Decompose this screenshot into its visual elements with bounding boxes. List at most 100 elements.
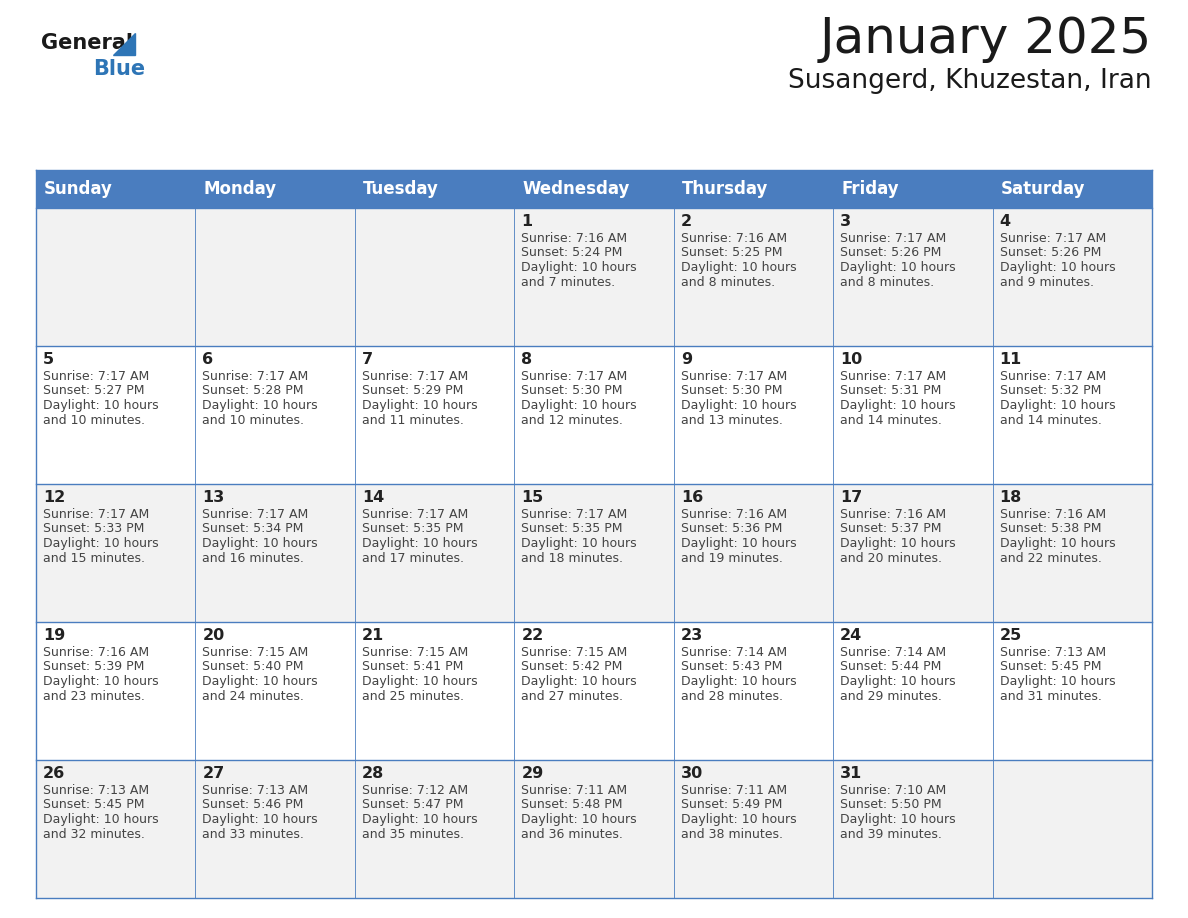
- Text: and 8 minutes.: and 8 minutes.: [681, 275, 775, 288]
- Text: Sunrise: 7:16 AM: Sunrise: 7:16 AM: [681, 508, 786, 521]
- Text: Sunset: 5:39 PM: Sunset: 5:39 PM: [43, 660, 145, 674]
- Text: and 10 minutes.: and 10 minutes.: [43, 413, 145, 427]
- Text: Sunrise: 7:13 AM: Sunrise: 7:13 AM: [999, 646, 1106, 659]
- Text: 1: 1: [522, 214, 532, 229]
- Text: Daylight: 10 hours: Daylight: 10 hours: [43, 537, 159, 550]
- Text: Sunrise: 7:17 AM: Sunrise: 7:17 AM: [202, 508, 309, 521]
- Text: Sunset: 5:30 PM: Sunset: 5:30 PM: [681, 385, 782, 397]
- Text: Daylight: 10 hours: Daylight: 10 hours: [840, 813, 956, 826]
- Text: Daylight: 10 hours: Daylight: 10 hours: [681, 813, 796, 826]
- Text: Sunrise: 7:17 AM: Sunrise: 7:17 AM: [999, 370, 1106, 383]
- Text: and 29 minutes.: and 29 minutes.: [840, 689, 942, 702]
- Text: Daylight: 10 hours: Daylight: 10 hours: [362, 537, 478, 550]
- Text: and 28 minutes.: and 28 minutes.: [681, 689, 783, 702]
- Text: and 39 minutes.: and 39 minutes.: [840, 827, 942, 841]
- Text: Sunrise: 7:11 AM: Sunrise: 7:11 AM: [681, 784, 786, 797]
- Text: 6: 6: [202, 352, 214, 367]
- Text: Daylight: 10 hours: Daylight: 10 hours: [681, 399, 796, 412]
- Text: January 2025: January 2025: [820, 15, 1152, 63]
- Text: Sunrise: 7:11 AM: Sunrise: 7:11 AM: [522, 784, 627, 797]
- Text: Daylight: 10 hours: Daylight: 10 hours: [202, 675, 318, 688]
- Text: Daylight: 10 hours: Daylight: 10 hours: [362, 675, 478, 688]
- Text: Monday: Monday: [203, 180, 277, 198]
- Text: and 25 minutes.: and 25 minutes.: [362, 689, 463, 702]
- Text: and 9 minutes.: and 9 minutes.: [999, 275, 1094, 288]
- Bar: [674, 170, 833, 208]
- Text: 10: 10: [840, 352, 862, 367]
- Text: 25: 25: [999, 628, 1022, 643]
- Text: 3: 3: [840, 214, 852, 229]
- Bar: [36, 170, 196, 208]
- Bar: [196, 170, 355, 208]
- Text: Sunrise: 7:17 AM: Sunrise: 7:17 AM: [522, 370, 627, 383]
- Text: Sunset: 5:48 PM: Sunset: 5:48 PM: [522, 799, 623, 812]
- Text: 5: 5: [43, 352, 55, 367]
- Text: Daylight: 10 hours: Daylight: 10 hours: [202, 537, 318, 550]
- Text: Sunrise: 7:17 AM: Sunrise: 7:17 AM: [362, 370, 468, 383]
- Text: and 18 minutes.: and 18 minutes.: [522, 552, 624, 565]
- Text: Sunrise: 7:17 AM: Sunrise: 7:17 AM: [681, 370, 786, 383]
- Bar: [36, 760, 1152, 898]
- Bar: [992, 170, 1152, 208]
- Bar: [36, 484, 1152, 622]
- Text: Sunrise: 7:15 AM: Sunrise: 7:15 AM: [522, 646, 627, 659]
- Text: Sunrise: 7:17 AM: Sunrise: 7:17 AM: [522, 508, 627, 521]
- Text: and 7 minutes.: and 7 minutes.: [522, 275, 615, 288]
- Text: Daylight: 10 hours: Daylight: 10 hours: [999, 675, 1116, 688]
- Text: Sunrise: 7:17 AM: Sunrise: 7:17 AM: [202, 370, 309, 383]
- Bar: [36, 346, 1152, 484]
- Text: 17: 17: [840, 490, 862, 505]
- Text: and 14 minutes.: and 14 minutes.: [840, 413, 942, 427]
- Text: Sunset: 5:42 PM: Sunset: 5:42 PM: [522, 660, 623, 674]
- Text: Daylight: 10 hours: Daylight: 10 hours: [522, 675, 637, 688]
- Text: 7: 7: [362, 352, 373, 367]
- Text: Sunrise: 7:17 AM: Sunrise: 7:17 AM: [43, 370, 150, 383]
- Text: and 10 minutes.: and 10 minutes.: [202, 413, 304, 427]
- Text: 13: 13: [202, 490, 225, 505]
- Text: Daylight: 10 hours: Daylight: 10 hours: [999, 537, 1116, 550]
- Text: Daylight: 10 hours: Daylight: 10 hours: [522, 813, 637, 826]
- Text: Daylight: 10 hours: Daylight: 10 hours: [43, 675, 159, 688]
- Text: Daylight: 10 hours: Daylight: 10 hours: [840, 675, 956, 688]
- Text: and 11 minutes.: and 11 minutes.: [362, 413, 463, 427]
- Text: Daylight: 10 hours: Daylight: 10 hours: [522, 537, 637, 550]
- Text: and 20 minutes.: and 20 minutes.: [840, 552, 942, 565]
- Text: Sunset: 5:36 PM: Sunset: 5:36 PM: [681, 522, 782, 535]
- Text: Sunset: 5:50 PM: Sunset: 5:50 PM: [840, 799, 942, 812]
- Text: Sunset: 5:37 PM: Sunset: 5:37 PM: [840, 522, 942, 535]
- Text: Wednesday: Wednesday: [523, 180, 630, 198]
- Text: Sunrise: 7:17 AM: Sunrise: 7:17 AM: [362, 508, 468, 521]
- Text: Sunrise: 7:14 AM: Sunrise: 7:14 AM: [840, 646, 947, 659]
- Text: Sunset: 5:29 PM: Sunset: 5:29 PM: [362, 385, 463, 397]
- Text: Daylight: 10 hours: Daylight: 10 hours: [43, 813, 159, 826]
- Text: and 36 minutes.: and 36 minutes.: [522, 827, 624, 841]
- Text: 18: 18: [999, 490, 1022, 505]
- Text: and 16 minutes.: and 16 minutes.: [202, 552, 304, 565]
- Text: Sunset: 5:47 PM: Sunset: 5:47 PM: [362, 799, 463, 812]
- Bar: [514, 170, 674, 208]
- Text: Sunset: 5:45 PM: Sunset: 5:45 PM: [43, 799, 145, 812]
- Text: and 8 minutes.: and 8 minutes.: [840, 275, 934, 288]
- Text: Daylight: 10 hours: Daylight: 10 hours: [840, 261, 956, 274]
- Text: Sunrise: 7:14 AM: Sunrise: 7:14 AM: [681, 646, 786, 659]
- Text: Daylight: 10 hours: Daylight: 10 hours: [999, 399, 1116, 412]
- Text: Sunset: 5:26 PM: Sunset: 5:26 PM: [999, 247, 1101, 260]
- Text: 9: 9: [681, 352, 691, 367]
- Text: and 19 minutes.: and 19 minutes.: [681, 552, 783, 565]
- Text: 14: 14: [362, 490, 384, 505]
- Text: 19: 19: [43, 628, 65, 643]
- Text: 16: 16: [681, 490, 703, 505]
- Text: Sunset: 5:33 PM: Sunset: 5:33 PM: [43, 522, 145, 535]
- Text: Sunset: 5:30 PM: Sunset: 5:30 PM: [522, 385, 623, 397]
- Text: Sunset: 5:25 PM: Sunset: 5:25 PM: [681, 247, 782, 260]
- Text: Daylight: 10 hours: Daylight: 10 hours: [43, 399, 159, 412]
- Text: 15: 15: [522, 490, 544, 505]
- Text: Sunset: 5:44 PM: Sunset: 5:44 PM: [840, 660, 942, 674]
- Text: and 15 minutes.: and 15 minutes.: [43, 552, 145, 565]
- Text: and 17 minutes.: and 17 minutes.: [362, 552, 463, 565]
- Text: Sunset: 5:28 PM: Sunset: 5:28 PM: [202, 385, 304, 397]
- Text: Sunrise: 7:16 AM: Sunrise: 7:16 AM: [840, 508, 947, 521]
- Text: Daylight: 10 hours: Daylight: 10 hours: [522, 399, 637, 412]
- Text: 30: 30: [681, 766, 703, 781]
- Text: Sunset: 5:26 PM: Sunset: 5:26 PM: [840, 247, 942, 260]
